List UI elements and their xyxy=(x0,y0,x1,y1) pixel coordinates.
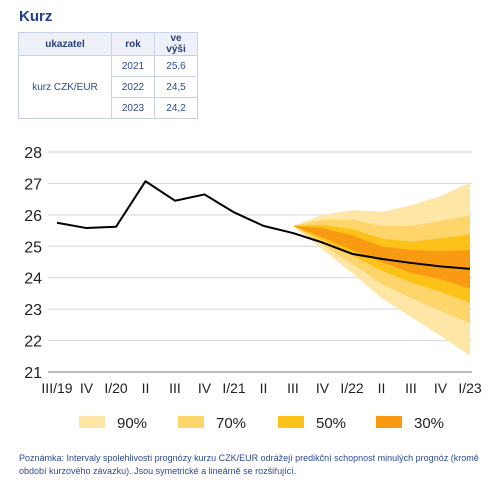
table-row: 2023 24,2 xyxy=(19,97,198,119)
x-tick-label: III xyxy=(287,380,299,396)
header-value: ve výši xyxy=(154,32,198,56)
legend-swatch-30 xyxy=(376,416,402,428)
x-tick-label: I/22 xyxy=(340,380,364,396)
table-row: kurz CZK/EUR 2021 25,6 xyxy=(18,55,198,119)
y-tick-label: 26 xyxy=(24,208,42,225)
y-tick-label: 27 xyxy=(24,176,42,193)
footnote: Poznámka: Intervaly spolehlivosti prognó… xyxy=(19,453,479,476)
legend-label: 30% xyxy=(414,415,444,432)
legend-label: 90% xyxy=(117,415,147,432)
y-tick-label: 22 xyxy=(24,334,42,351)
y-tick-label: 24 xyxy=(24,271,42,288)
y-tick-label: 28 xyxy=(24,145,42,162)
x-tick-label: IV xyxy=(434,380,448,396)
chart-title: Kurz xyxy=(19,8,53,25)
x-tick-label: II xyxy=(142,380,150,396)
x-tick-label: III xyxy=(405,380,417,396)
x-tick-label: II xyxy=(378,380,386,396)
header-indicator: ukazatel xyxy=(18,32,112,56)
x-tick-label: III/19 xyxy=(41,380,72,396)
legend-swatch-70 xyxy=(178,416,204,428)
forecast-table: ukazatel rok ve výši kurz CZK/EUR 2021 2… xyxy=(18,32,198,119)
value-cell: 25,6 xyxy=(154,55,198,77)
x-tick-label: I/21 xyxy=(222,380,246,396)
table-header-row: ukazatel rok ve výši xyxy=(18,32,198,56)
series-line xyxy=(56,180,471,270)
y-tick-label: 21 xyxy=(24,365,42,382)
legend-swatch-50 xyxy=(278,416,304,428)
legend-label: 50% xyxy=(316,415,346,432)
value-cell: 24,2 xyxy=(154,97,198,119)
x-tick-label: II xyxy=(260,380,268,396)
y-tick-label: 25 xyxy=(24,239,42,256)
fan-band-50 xyxy=(293,224,470,303)
x-tick-label: I/20 xyxy=(104,380,128,396)
x-tick-label: IV xyxy=(316,380,330,396)
x-tick-label: IV xyxy=(198,380,212,396)
indicator-cell: kurz CZK/EUR xyxy=(18,55,112,119)
fan-band-30 xyxy=(293,225,470,289)
legend-swatch-90 xyxy=(79,416,105,428)
y-tick-label: 23 xyxy=(24,302,42,319)
x-tick-label: IV xyxy=(80,380,94,396)
x-tick-label: III xyxy=(169,380,181,396)
x-tick-label: I/23 xyxy=(458,380,482,396)
legend-label: 70% xyxy=(216,415,246,432)
